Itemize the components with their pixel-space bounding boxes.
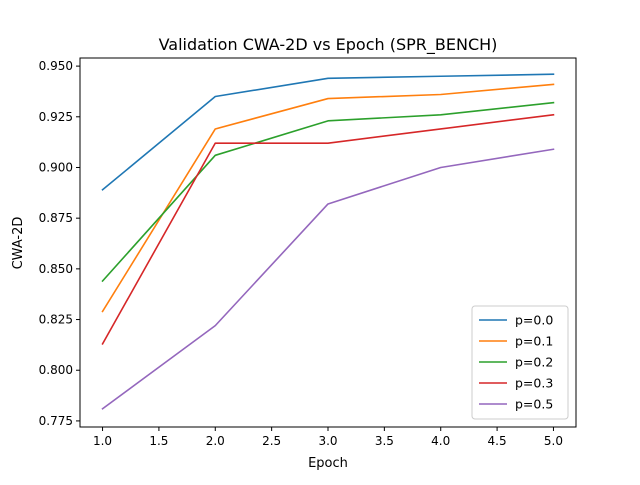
legend-label-3: p=0.3	[515, 376, 553, 391]
legend: p=0.0 p=0.1 p=0.2 p=0.3 p=0.5	[471, 305, 569, 420]
legend-label-0: p=0.0	[515, 313, 553, 328]
y-axis-label: CWA-2D	[11, 217, 26, 270]
x-tick-label-8: 5.0	[544, 434, 563, 448]
x-tick-label-5: 3.5	[375, 434, 394, 448]
x-tick-label-4: 3.0	[318, 434, 337, 448]
series-line-3	[101, 113, 555, 345]
y-tick-label-3: 0.850	[39, 262, 73, 276]
x-tick-label-2: 2.0	[206, 434, 225, 448]
series-line-0	[101, 73, 555, 191]
legend-label-2: p=0.2	[515, 355, 553, 370]
y-tick-label-4: 0.875	[39, 211, 73, 225]
x-tick-label-7: 4.5	[488, 434, 507, 448]
x-tick-label-3: 2.5	[262, 434, 281, 448]
chart-title: Validation CWA-2D vs Epoch (SPR_BENCH)	[159, 35, 498, 55]
plot-area: 1.0 1.5 2.0 2.5 3.0 3.5 4.0 4.5 5.0 0.775 0.800 0.8…	[39, 57, 577, 448]
y-tick-label-6: 0.925	[39, 110, 73, 124]
series-line-1	[101, 83, 555, 313]
x-tick-label-0: 1.0	[93, 434, 112, 448]
legend-box	[471, 305, 569, 420]
legend-label-1: p=0.1	[515, 334, 553, 349]
legend-label-4: p=0.5	[515, 397, 553, 412]
y-tick-label-2: 0.825	[39, 313, 73, 327]
series-line-4	[101, 148, 555, 410]
series-line-2	[101, 101, 555, 283]
y-tick-label-5: 0.900	[39, 160, 73, 174]
x-tick-label-1: 1.5	[149, 434, 168, 448]
y-tick-label-0: 0.775	[39, 414, 73, 428]
y-tick-label-1: 0.800	[39, 363, 73, 377]
x-tick-label-6: 4.0	[431, 434, 450, 448]
y-tick-label-7: 0.950	[39, 59, 73, 73]
x-axis-label: Epoch	[308, 456, 348, 471]
